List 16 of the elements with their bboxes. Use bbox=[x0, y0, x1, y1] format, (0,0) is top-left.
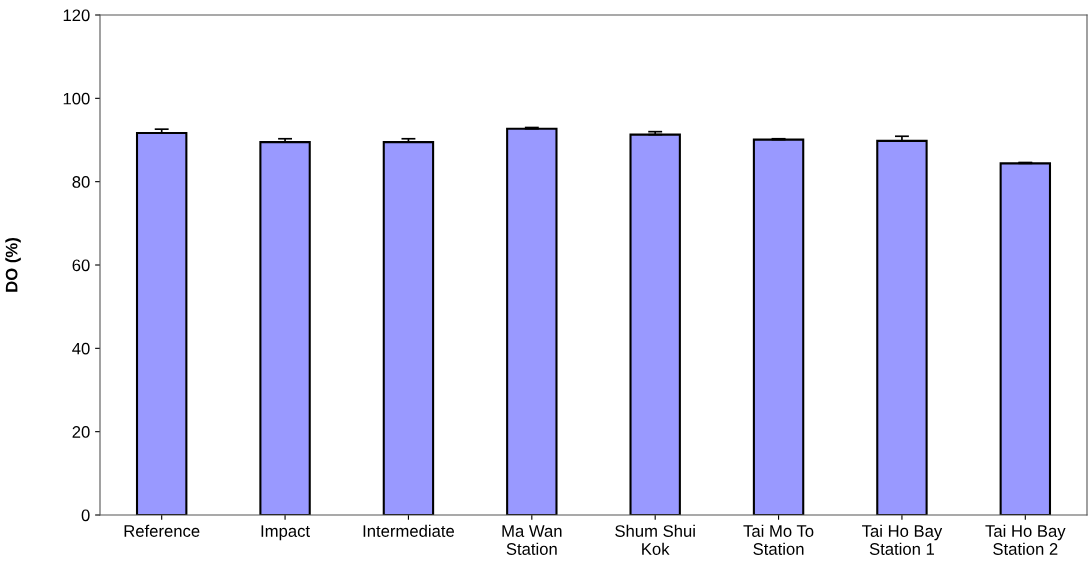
x-tick-label: Ma Wan Station bbox=[502, 525, 562, 555]
y-tick-label: 100 bbox=[63, 92, 90, 105]
x-tick-label: Tai Mo To Station bbox=[743, 524, 814, 555]
x-tick-label: Tai Ho Bay Station 1 bbox=[862, 524, 943, 555]
y-tick-label: 60 bbox=[72, 259, 90, 272]
x-tick-label: Impact bbox=[261, 525, 310, 541]
y-tick-label: 0 bbox=[81, 509, 90, 522]
y-tick-label: 120 bbox=[63, 9, 90, 22]
y-tick-label: 20 bbox=[72, 426, 90, 438]
y-axis-title: DO (%) bbox=[5, 238, 21, 292]
x-tick-label: Shum Shui Kok bbox=[615, 524, 695, 555]
x-tick-label: Tai Ho Bay Station 2 bbox=[985, 524, 1066, 555]
y-tick-label: 40 bbox=[72, 342, 90, 355]
y-tick-label: 80 bbox=[72, 176, 90, 188]
x-tick-label: Intermediate bbox=[363, 524, 455, 537]
x-tick-label: Reference bbox=[124, 524, 200, 537]
